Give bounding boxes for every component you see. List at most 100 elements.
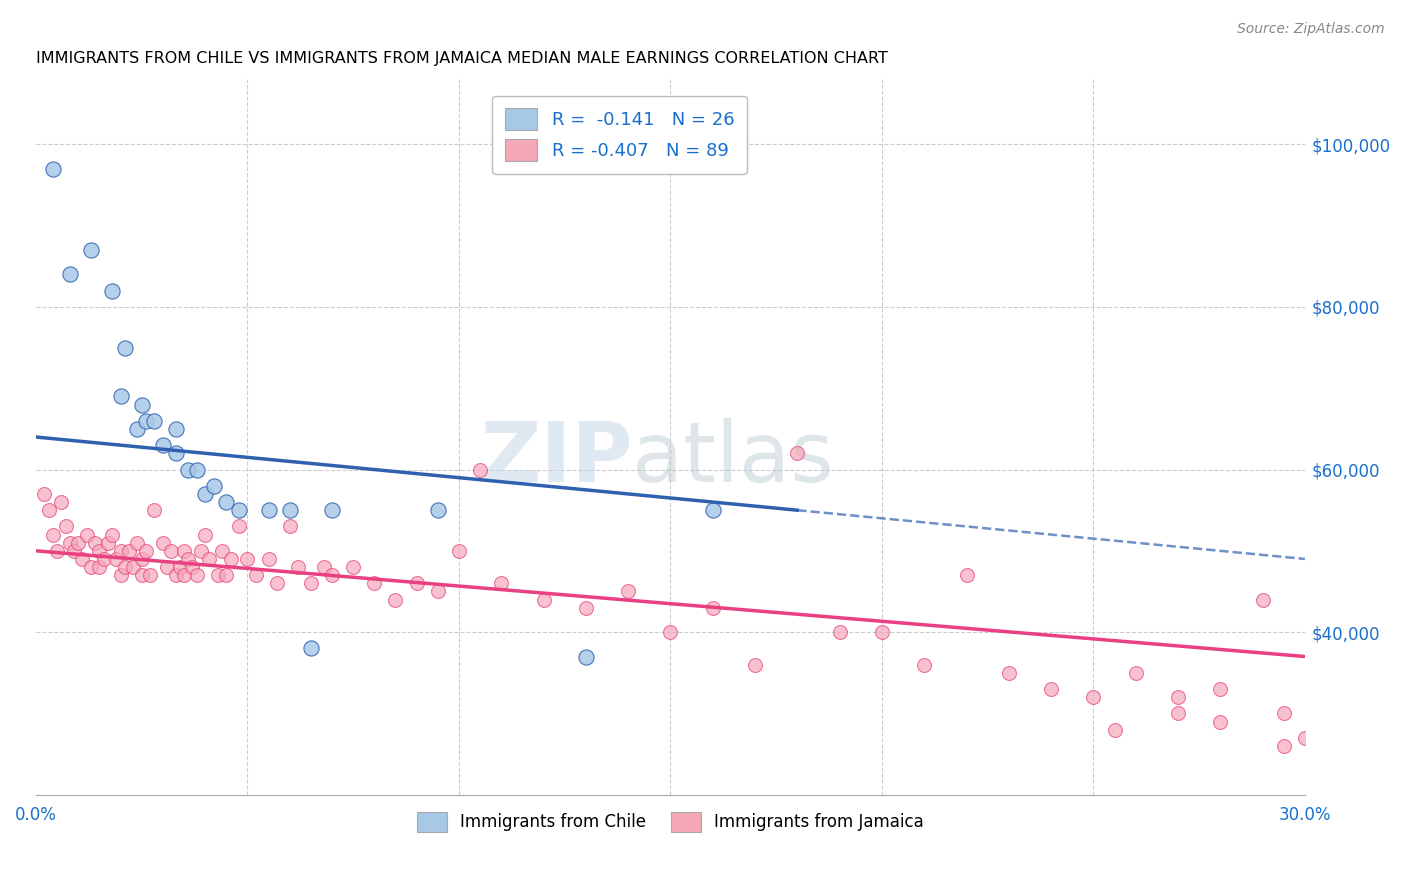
Point bbox=[1272, 739, 1295, 753]
Point bbox=[80, 243, 103, 257]
Point bbox=[72, 552, 94, 566]
Point bbox=[127, 535, 149, 549]
Point bbox=[110, 389, 132, 403]
Point bbox=[533, 592, 555, 607]
Point bbox=[266, 576, 288, 591]
Point bbox=[215, 568, 238, 582]
Point bbox=[228, 503, 250, 517]
Point bbox=[207, 568, 229, 582]
Point bbox=[211, 544, 233, 558]
Point bbox=[84, 535, 107, 549]
Point bbox=[135, 414, 157, 428]
Point bbox=[1294, 731, 1316, 745]
Point bbox=[97, 535, 120, 549]
Point bbox=[287, 560, 309, 574]
Point bbox=[702, 600, 724, 615]
Point bbox=[257, 552, 280, 566]
Point bbox=[489, 576, 512, 591]
Point bbox=[46, 544, 69, 558]
Point bbox=[321, 568, 343, 582]
Point bbox=[173, 568, 195, 582]
Point bbox=[67, 535, 90, 549]
Point bbox=[131, 552, 153, 566]
Point bbox=[34, 487, 56, 501]
Point bbox=[405, 576, 427, 591]
Point bbox=[659, 625, 682, 640]
Point bbox=[173, 544, 195, 558]
Point bbox=[152, 535, 174, 549]
Point bbox=[1251, 592, 1274, 607]
Point bbox=[114, 560, 136, 574]
Point bbox=[468, 462, 491, 476]
Point bbox=[1167, 690, 1189, 705]
Point bbox=[228, 519, 250, 533]
Text: IMMIGRANTS FROM CHILE VS IMMIGRANTS FROM JAMAICA MEDIAN MALE EARNINGS CORRELATIO: IMMIGRANTS FROM CHILE VS IMMIGRANTS FROM… bbox=[37, 51, 887, 66]
Point bbox=[1272, 706, 1295, 721]
Point bbox=[127, 422, 149, 436]
Point bbox=[89, 544, 111, 558]
Point bbox=[617, 584, 640, 599]
Point bbox=[55, 519, 77, 533]
Point bbox=[143, 503, 166, 517]
Point bbox=[139, 568, 162, 582]
Point bbox=[59, 535, 82, 549]
Point bbox=[786, 446, 808, 460]
Point bbox=[186, 568, 208, 582]
Point bbox=[299, 576, 322, 591]
Point bbox=[912, 657, 935, 672]
Point bbox=[312, 560, 335, 574]
Point bbox=[1209, 681, 1232, 696]
Point bbox=[110, 568, 132, 582]
Point bbox=[59, 268, 82, 282]
Point bbox=[165, 422, 187, 436]
Point bbox=[278, 519, 301, 533]
Point bbox=[135, 544, 157, 558]
Point bbox=[118, 544, 141, 558]
Text: atlas: atlas bbox=[633, 418, 834, 499]
Point bbox=[342, 560, 364, 574]
Point bbox=[160, 544, 183, 558]
Point bbox=[165, 446, 187, 460]
Text: ZIP: ZIP bbox=[479, 418, 633, 499]
Point bbox=[955, 568, 977, 582]
Point bbox=[299, 641, 322, 656]
Point bbox=[42, 527, 65, 541]
Legend: Immigrants from Chile, Immigrants from Jamaica: Immigrants from Chile, Immigrants from J… bbox=[405, 800, 936, 844]
Point bbox=[152, 438, 174, 452]
Point bbox=[744, 657, 766, 672]
Point bbox=[245, 568, 267, 582]
Point bbox=[384, 592, 406, 607]
Point bbox=[38, 503, 60, 517]
Point bbox=[114, 341, 136, 355]
Point bbox=[143, 414, 166, 428]
Point bbox=[447, 544, 470, 558]
Point bbox=[186, 462, 208, 476]
Point bbox=[998, 665, 1021, 680]
Point bbox=[1209, 714, 1232, 729]
Point bbox=[202, 479, 225, 493]
Point bbox=[1167, 706, 1189, 721]
Point bbox=[101, 284, 124, 298]
Point bbox=[131, 568, 153, 582]
Point bbox=[236, 552, 259, 566]
Point bbox=[190, 544, 212, 558]
Point bbox=[194, 487, 217, 501]
Point bbox=[702, 503, 724, 517]
Point bbox=[89, 560, 111, 574]
Point bbox=[105, 552, 128, 566]
Point bbox=[219, 552, 242, 566]
Point bbox=[1040, 681, 1063, 696]
Point bbox=[76, 527, 98, 541]
Point bbox=[51, 495, 73, 509]
Point bbox=[870, 625, 893, 640]
Point bbox=[80, 560, 103, 574]
Point bbox=[257, 503, 280, 517]
Point bbox=[363, 576, 385, 591]
Point bbox=[575, 649, 598, 664]
Point bbox=[194, 527, 217, 541]
Point bbox=[426, 503, 449, 517]
Point bbox=[575, 600, 598, 615]
Point bbox=[169, 560, 191, 574]
Point bbox=[93, 552, 115, 566]
Point bbox=[156, 560, 179, 574]
